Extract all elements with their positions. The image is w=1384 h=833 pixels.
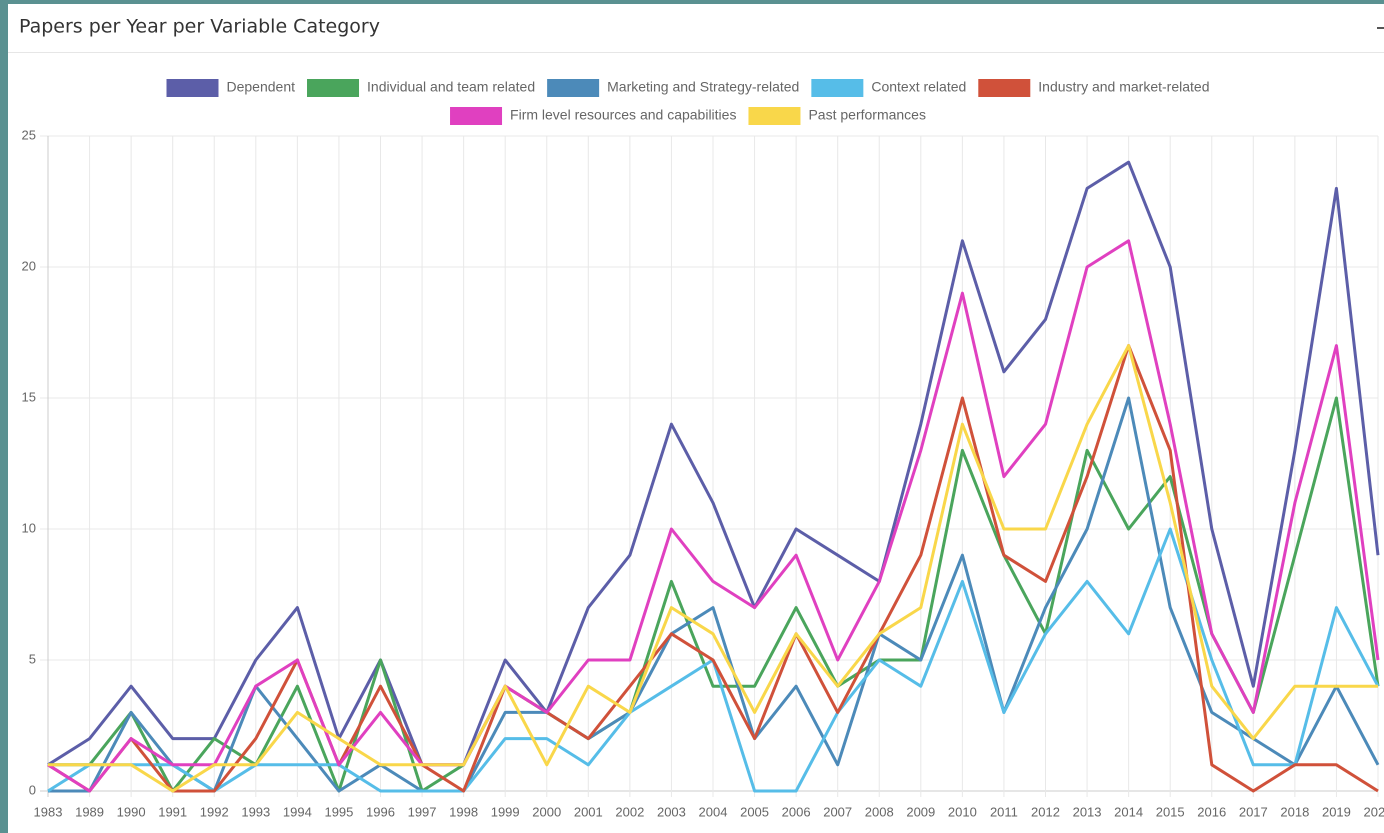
- x-tick-label: 1999: [491, 804, 520, 819]
- x-tick-label: 2008: [865, 804, 894, 819]
- series-line: [48, 344, 1378, 793]
- series-line: [48, 396, 1380, 793]
- y-tick-label: 25: [22, 127, 36, 142]
- legend-label: Context related: [871, 79, 966, 95]
- x-tick-label: 2001: [574, 804, 603, 819]
- x-tick-label: 1990: [117, 804, 146, 819]
- y-tick-label: 0: [29, 782, 36, 797]
- x-tick-label: 2013: [1073, 804, 1102, 819]
- series-line: [47, 160, 1380, 767]
- x-tick-label: 1991: [158, 804, 187, 819]
- x-tick-label: 2015: [1156, 804, 1185, 819]
- legend-label: Dependent: [227, 79, 296, 95]
- x-tick-label: 2007: [823, 804, 852, 819]
- legend-item: Past performances: [748, 107, 926, 125]
- x-tick-label: 2018: [1280, 804, 1309, 819]
- x-tick-label: 1997: [408, 804, 437, 819]
- legend-item: Dependent: [166, 79, 296, 97]
- x-tick-label: 2002: [615, 804, 644, 819]
- x-tick-label: 2000: [532, 804, 561, 819]
- x-tick-label: 2005: [740, 804, 769, 819]
- series-line: [47, 239, 1380, 793]
- series-line: [48, 396, 1380, 793]
- x-tick-label: 2012: [1031, 804, 1060, 819]
- x-tick-label: 2010: [948, 804, 977, 819]
- legend-label: Industry and market-related: [1038, 79, 1209, 95]
- legend-swatch: [811, 79, 864, 97]
- legend-item: Individual and team related: [307, 79, 535, 97]
- legend-swatch: [547, 79, 600, 97]
- legend-label: Marketing and Strategy-related: [607, 79, 799, 95]
- x-tick-label: 1994: [283, 804, 312, 819]
- y-tick-label: 10: [22, 520, 36, 535]
- x-tick-label: 1995: [324, 804, 353, 819]
- x-tick-label: 2020: [1364, 804, 1384, 819]
- x-tick-label: 1983: [34, 804, 63, 819]
- x-tick-label: 2004: [699, 804, 728, 819]
- x-tick-label: 2017: [1239, 804, 1268, 819]
- x-tick-label: 1996: [366, 804, 395, 819]
- legend-label: Firm level resources and capabilities: [510, 107, 736, 123]
- x-tick-label: 2006: [782, 804, 811, 819]
- y-tick-label: 20: [22, 258, 36, 273]
- legend-swatch: [307, 79, 360, 97]
- x-tick-label: 2009: [906, 804, 935, 819]
- legend-item: Firm level resources and capabilities: [450, 107, 736, 125]
- x-tick-label: 2011: [990, 804, 1018, 819]
- y-tick-label: 5: [29, 651, 36, 666]
- legend-swatch: [166, 79, 219, 97]
- x-tick-label: 1992: [200, 804, 229, 819]
- y-tick-label: 15: [22, 389, 36, 404]
- legend-item: Marketing and Strategy-related: [547, 79, 799, 97]
- legend-swatch: [450, 107, 503, 125]
- legend-label: Individual and team related: [367, 79, 535, 95]
- x-tick-label: 1993: [241, 804, 270, 819]
- x-tick-label: 2014: [1114, 804, 1143, 819]
- x-tick-label: 2016: [1197, 804, 1226, 819]
- x-tick-label: 2019: [1322, 804, 1351, 819]
- x-tick-label: 1989: [75, 804, 104, 819]
- x-tick-label: 2003: [657, 804, 686, 819]
- legend-swatch: [748, 107, 801, 125]
- legend-swatch: [978, 79, 1031, 97]
- x-tick-label: 1998: [449, 804, 478, 819]
- legend-item: Industry and market-related: [978, 79, 1210, 97]
- legend-label: Past performances: [808, 107, 926, 123]
- series-line: [47, 344, 1379, 793]
- legend-item: Context related: [811, 79, 966, 97]
- chart-title: Papers per Year per Variable Category: [19, 16, 380, 38]
